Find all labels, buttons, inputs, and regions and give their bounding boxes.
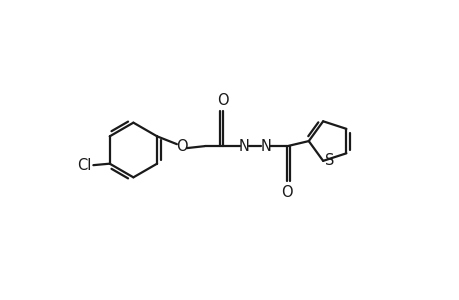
Text: O: O — [216, 93, 228, 108]
Text: N: N — [238, 139, 249, 154]
Text: Cl: Cl — [78, 158, 92, 173]
Text: O: O — [176, 139, 187, 154]
Text: N: N — [260, 139, 270, 154]
Text: S: S — [324, 153, 333, 168]
Text: O: O — [281, 185, 292, 200]
